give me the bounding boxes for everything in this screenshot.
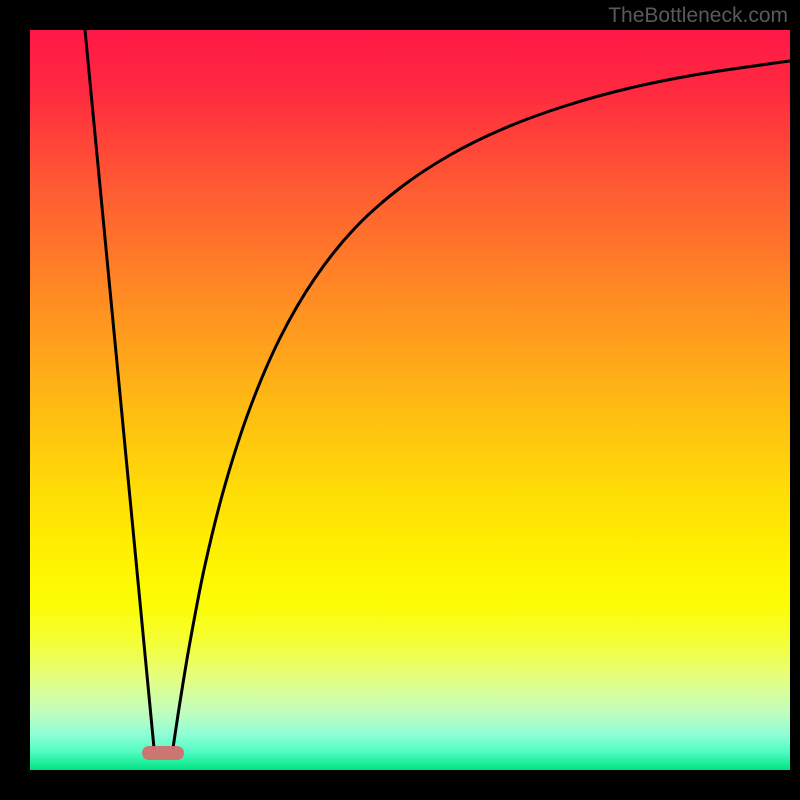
vertex-marker — [142, 746, 184, 760]
watermark-text: TheBottleneck.com — [608, 4, 788, 28]
chart-svg — [30, 30, 790, 770]
chart-plot-area — [30, 30, 790, 770]
